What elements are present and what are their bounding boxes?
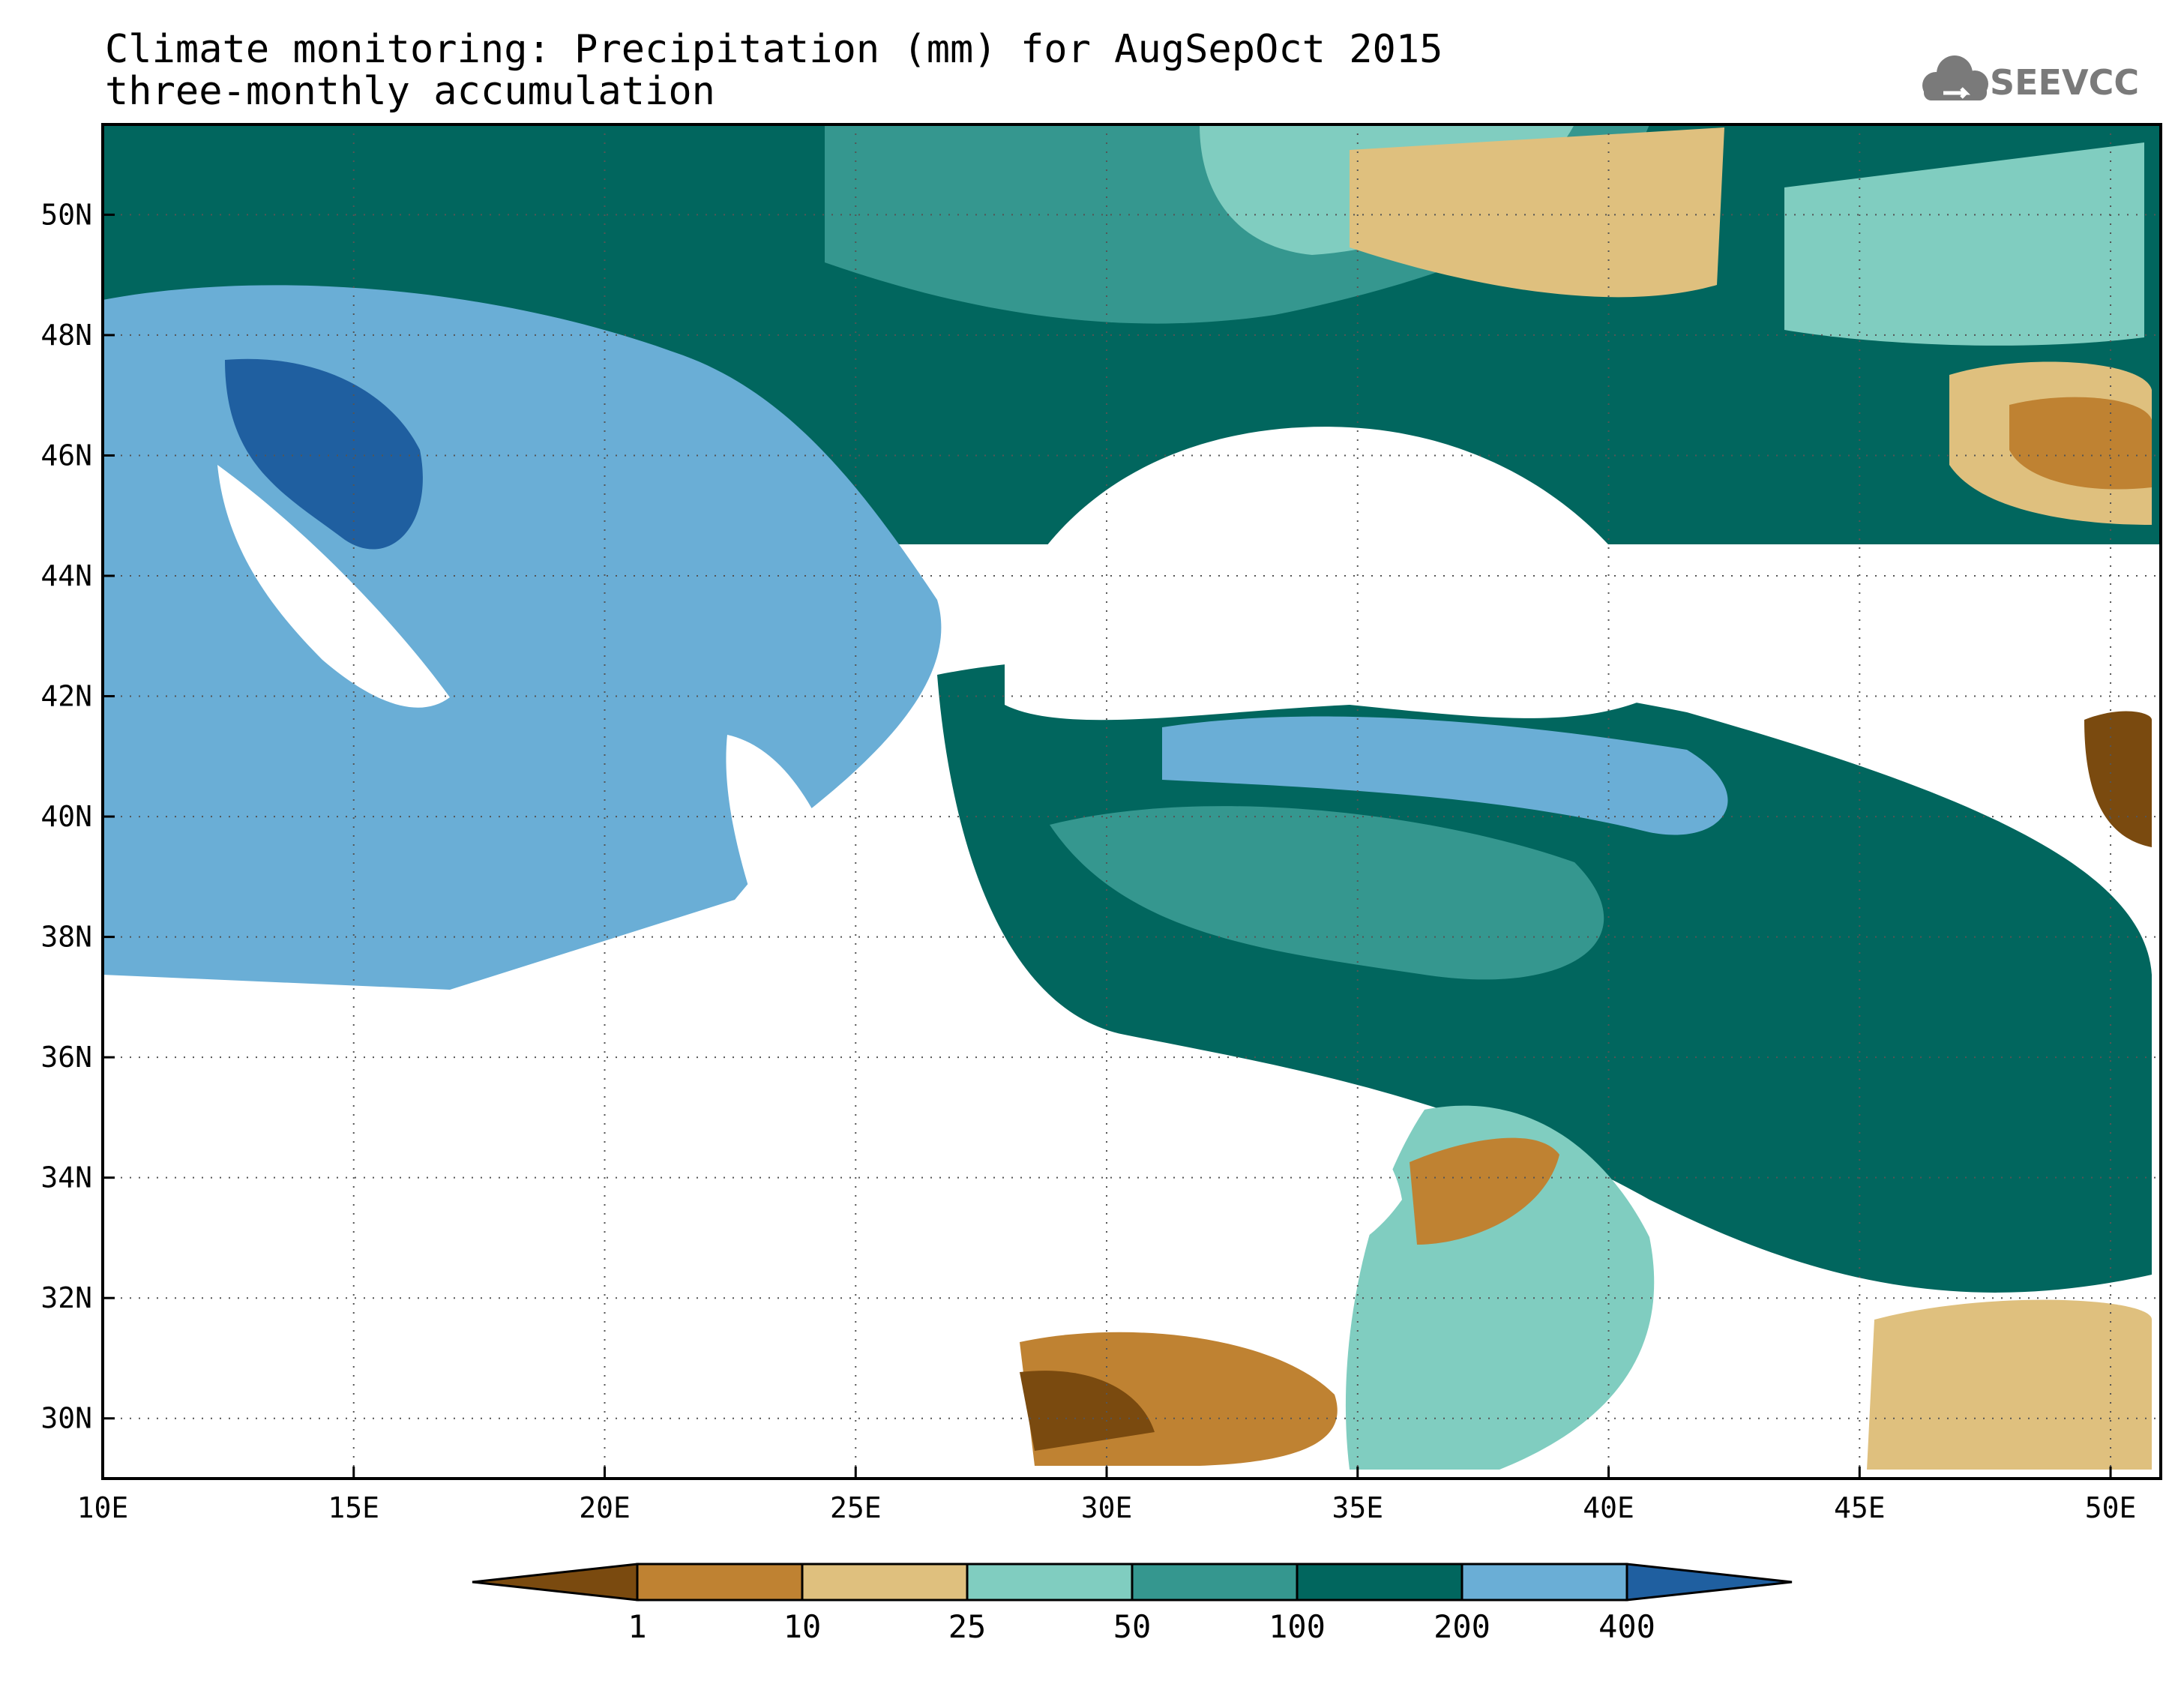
y-tick-label: 38N: [40, 921, 92, 954]
x-tick-label: 15E: [328, 1491, 379, 1524]
colorbar-label: 200: [1434, 1608, 1490, 1645]
field-very-dry-east: [2084, 711, 2152, 847]
y-axis: 30N 32N 34N 36N 38N 40N 42N 44N 46N 48N 50N: [40, 198, 115, 1435]
field-caspian-north: [1784, 142, 2144, 346]
x-tick-label: 40E: [1583, 1491, 1634, 1524]
mediterranean-sea: [103, 992, 1402, 1278]
x-tick-label: 25E: [830, 1491, 882, 1524]
grid-lines: [103, 124, 2161, 1479]
cloud-icon: [1922, 55, 1988, 100]
colorbar-segment: [966, 1563, 1134, 1602]
colorbar-segment: [1460, 1563, 1628, 1602]
colorbar-label: 50: [1113, 1608, 1152, 1645]
colorbar-label: 1: [628, 1608, 646, 1645]
x-tick-label: 30E: [1081, 1491, 1133, 1524]
x-tick-label: 10E: [77, 1491, 129, 1524]
colorbar-label: 100: [1269, 1608, 1326, 1645]
y-tick-label: 50N: [40, 198, 92, 231]
y-tick-label: 30N: [40, 1402, 92, 1435]
x-tick-label: 35E: [1332, 1491, 1383, 1524]
black-sea: [1005, 427, 1687, 721]
y-tick-label: 34N: [40, 1161, 92, 1194]
y-tick-label: 44N: [40, 559, 92, 592]
y-tick-label: 40N: [40, 800, 92, 833]
field-very-dry-egypt: [1020, 1371, 1155, 1451]
y-tick-label: 42N: [40, 680, 92, 713]
colorbar-high-arrow: [1625, 1563, 1793, 1602]
y-tick-label: 48N: [40, 319, 92, 352]
colorbar-segment: [1296, 1563, 1463, 1602]
colorbar-segment: [1131, 1563, 1299, 1602]
logo-text: SEEVCCC: [1990, 62, 2138, 103]
field-dinaric: [225, 358, 423, 550]
field-central-anatolia: [1050, 806, 1604, 980]
field-dry-iraq: [1867, 1299, 2152, 1470]
x-tick-label: 50E: [2085, 1491, 2137, 1524]
colorbar-label: 25: [948, 1608, 987, 1645]
chart-subtitle: three-monthly accumulation: [105, 69, 715, 114]
chart-title: Climate monitoring: Precipitation (mm) f…: [105, 27, 1443, 72]
field-pontic: [1162, 716, 1728, 835]
seevccc-logo: SEEVCCC: [1922, 55, 2138, 103]
x-tick-label: 20E: [579, 1491, 631, 1524]
field-very-dry-caspian: [2009, 397, 2152, 490]
x-axis: 10E 15E 20E 25E 30E 35E 40E 45E 50E: [77, 1467, 2137, 1524]
field-dry-levant: [1410, 1137, 1559, 1245]
field-dry-north: [1350, 127, 1724, 298]
adriatic-sea: [217, 465, 450, 708]
y-tick-label: 36N: [40, 1041, 92, 1074]
aegean-sea: [726, 735, 870, 997]
y-tick-label: 46N: [40, 439, 92, 472]
colorbar-low-arrow: [472, 1563, 639, 1602]
colorbar-segment: [636, 1563, 804, 1602]
x-tick-label: 45E: [1834, 1491, 1886, 1524]
y-tick-label: 32N: [40, 1281, 92, 1314]
colorbar-label: 400: [1598, 1608, 1655, 1645]
map-frame: [101, 123, 2162, 1480]
precipitation-field: [103, 124, 2161, 1470]
colorbar-label: 10: [783, 1608, 822, 1645]
colorbar-segment: [801, 1563, 969, 1602]
